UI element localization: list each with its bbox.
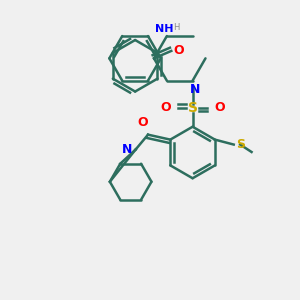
Text: N: N bbox=[122, 143, 133, 156]
Text: NH: NH bbox=[155, 24, 174, 34]
Text: O: O bbox=[214, 101, 224, 114]
Text: S: S bbox=[236, 138, 245, 151]
Text: O: O bbox=[161, 101, 171, 114]
Text: O: O bbox=[138, 116, 148, 129]
Text: S: S bbox=[188, 101, 198, 115]
Text: N: N bbox=[189, 83, 200, 96]
Text: O: O bbox=[174, 44, 184, 57]
Text: H: H bbox=[173, 22, 179, 32]
